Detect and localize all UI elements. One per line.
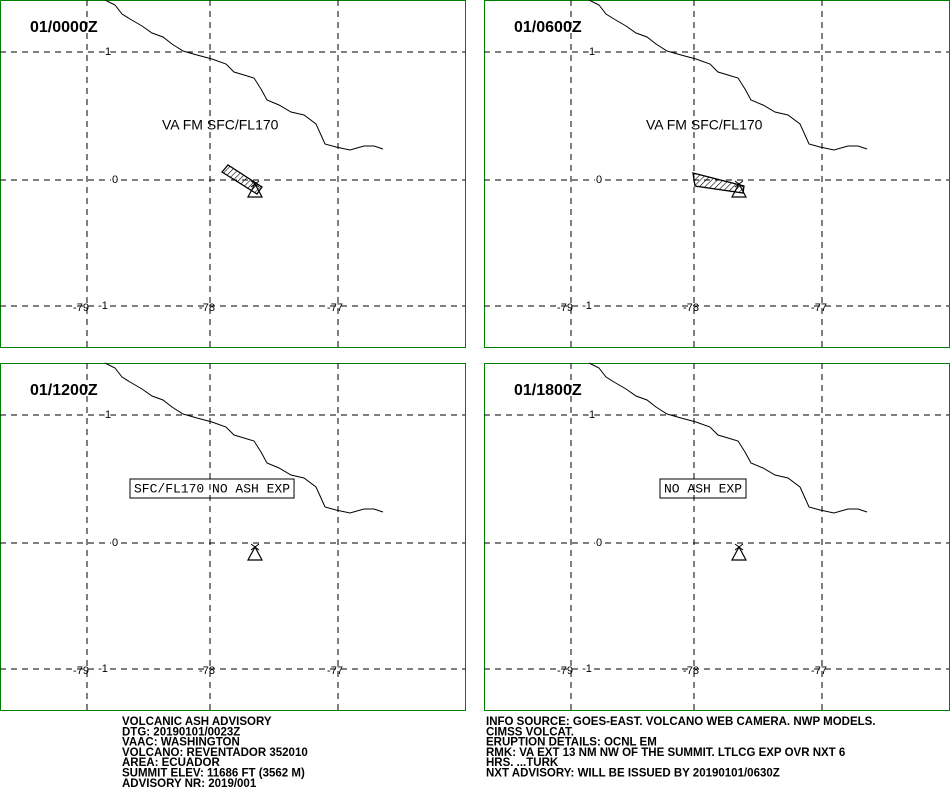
advisory-line: AREA: ECUADOR [122,757,220,769]
lat-label: 0 [112,537,118,549]
lon-label: -79 [557,302,573,314]
panel-border [484,363,950,711]
coastline [104,0,384,151]
lon-label: -77 [327,302,343,314]
advisory-line: ERUPTION DETAILS: OCNL EM [486,737,657,749]
forecast-time: 01/1800Z [514,382,582,399]
lon-label: -79 [73,665,89,677]
map-panel: 1 0 -1 -79 -78 -77 01/0000Z VA FM SFC/FL170 [0,0,466,348]
lon-label: -77 [811,665,827,677]
ash-annotation: SFC/FL170 NO ASH EXP [134,481,290,496]
advisory-line: VOLCANIC ASH ADVISORY [122,716,272,728]
advisory-line: RMK: VA EXT 13 NM NW OF THE SUMMIT. LTLC… [486,747,845,759]
advisory-line: NXT ADVISORY: WILL BE ISSUED BY 20190101… [486,768,780,780]
volcano-plume [734,543,744,551]
lat-label: -1 [98,300,108,312]
advisory-line: SUMMIT ELEV: 11686 FT (3562 M) [122,768,305,780]
ash-area [221,164,263,195]
volcano-symbol [730,545,748,561]
lon-label: -77 [811,302,827,314]
volcano-plume [250,543,260,551]
lon-label: -78 [199,665,215,677]
advisory-line: ADVISORY NR: 2019/001 [122,778,257,790]
lon-label: -78 [683,665,699,677]
map-panel: 1 0 -1 -79 -78 -77 01/1200Z SFC/FL170 NO ASH EX… [0,362,466,711]
lon-label: -78 [683,302,699,314]
forecast-time: 01/1200Z [30,382,98,399]
advisory-line: DTG: 20190101/0023Z [122,726,240,738]
annotation-box [659,478,747,499]
lat-label: 1 [105,46,111,58]
panel-border [0,363,466,711]
map-panel: 1 0 -1 -79 -78 -77 01/0600Z VA FM SFC/FL170 [484,0,950,348]
lat-label: 1 [589,46,595,58]
coastline [588,0,868,151]
volcano-symbol [246,545,264,561]
lat-label: -1 [582,300,592,312]
panel-border [0,0,466,348]
advisory-line: HRS. ...TURK [486,757,559,769]
forecast-time: 01/0600Z [514,19,582,36]
lon-label: -77 [327,665,343,677]
forecast-time: 01/0000Z [30,19,98,36]
lon-label: -79 [73,302,89,314]
lat-label: 0 [596,174,602,186]
ash-annotation: NO ASH EXP [664,481,742,496]
ash-annotation: VA FM SFC/FL170 [162,117,279,133]
advisory-line: INFO SOURCE: GOES-EAST. VOLCANO WEB CAME… [486,716,876,728]
lat-label: 1 [589,409,595,421]
advisory-line: CIMSS VOLCAT. [486,726,574,738]
panel-border [484,0,950,348]
lon-label: -78 [199,302,215,314]
advisory-line: VOLCANO: REVENTADOR 352010 [122,747,308,759]
lat-label: 0 [596,537,602,549]
lon-label: -79 [557,665,573,677]
lat-label: -1 [582,663,592,675]
map-panel: 1 0 -1 -79 -78 -77 01/1800Z NO ASH EXP [484,362,950,711]
coastline [588,362,868,514]
ash-annotation: VA FM SFC/FL170 [646,117,763,133]
annotation-box [129,478,295,499]
coastline [104,362,384,514]
lat-label: 0 [112,174,118,186]
lat-label: 1 [105,409,111,421]
advisory-line: VAAC: WASHINGTON [122,737,240,749]
lat-label: -1 [98,663,108,675]
ash-area [692,172,745,194]
